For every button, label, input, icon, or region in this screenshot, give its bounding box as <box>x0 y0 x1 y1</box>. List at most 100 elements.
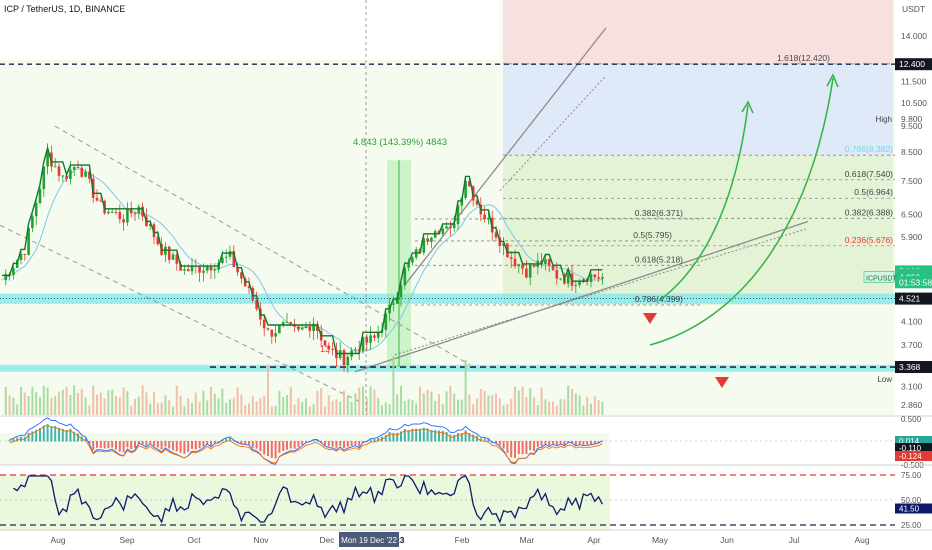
volume-bar <box>236 387 239 415</box>
crosshair-label-bg <box>339 532 399 547</box>
price-label: 3.368 <box>899 362 921 372</box>
macd-hist-bar <box>225 438 228 442</box>
volume-bar <box>578 395 581 415</box>
macd-hist-bar <box>137 441 140 444</box>
candle-body <box>88 171 91 179</box>
volume-bar <box>567 385 570 415</box>
volume-bar <box>339 401 342 415</box>
volume-bar <box>244 405 247 415</box>
macd-hist-bar <box>289 441 292 449</box>
volume-bar <box>99 392 102 415</box>
macd-hist-bar <box>99 441 102 448</box>
macd-hist-bar <box>597 441 600 444</box>
candle-body <box>95 197 99 201</box>
macd-hist-bar <box>73 431 76 442</box>
macd-hist-bar <box>331 441 334 447</box>
macd-hist-bar <box>506 441 509 454</box>
volume-bar <box>286 394 288 415</box>
volume-bar <box>574 393 577 415</box>
volume-bar <box>559 399 562 415</box>
macd-label: 0.014 <box>899 437 920 446</box>
candle-body <box>19 253 23 261</box>
macd-hist-bar <box>191 441 193 449</box>
volume-bar <box>529 387 532 415</box>
macd-hist-bar <box>487 439 490 442</box>
macd-hist-bar <box>232 440 235 442</box>
volume-bar <box>54 396 57 415</box>
fib-label: 0.382(6.388) <box>845 207 893 217</box>
time-tick: Feb <box>455 535 470 545</box>
macd-hist-bar <box>198 441 201 449</box>
macd-hist-bar <box>61 428 64 442</box>
volume-bar <box>308 406 311 415</box>
candle-body <box>84 171 87 177</box>
candle-body <box>228 251 232 257</box>
volume-bar <box>111 389 114 415</box>
macd-hist-bar <box>111 441 114 448</box>
wedge-upper <box>404 27 607 286</box>
candle-body <box>148 224 152 226</box>
candle-body <box>593 274 597 278</box>
volume-bar <box>270 406 273 415</box>
candle-body <box>281 322 285 325</box>
volume-bar <box>460 399 463 415</box>
macd-hist-bar <box>210 441 212 446</box>
axis-unit: USDT <box>902 4 925 14</box>
volume-bar <box>240 394 243 415</box>
volume-bar <box>403 400 406 415</box>
candle-body <box>422 238 426 253</box>
candle-body <box>430 237 433 242</box>
candle-body <box>316 323 319 331</box>
candle-body <box>513 258 517 267</box>
candle-body <box>445 226 448 229</box>
macd-hist-bar <box>58 427 60 442</box>
volume-bar <box>411 399 414 415</box>
crosshair-label: Mon 19 Dec '22 <box>341 536 397 545</box>
volume-bar <box>438 394 440 415</box>
macd-hist-bar <box>335 441 338 448</box>
price-tick: 4.100 <box>901 316 923 326</box>
volume-bar <box>12 397 15 415</box>
time-tick: May <box>652 535 669 545</box>
macd-hist-bar <box>384 435 387 442</box>
macd-hist-bar <box>578 441 581 445</box>
macd-hist-bar <box>267 441 269 456</box>
volume-bar <box>301 402 304 415</box>
volume-bar <box>278 390 281 415</box>
macd-hist-bar <box>164 441 167 447</box>
volume-bar <box>107 390 110 415</box>
macd-hist-bar <box>552 441 554 444</box>
volume-bar <box>134 398 136 415</box>
macd-hist-bar <box>115 441 117 450</box>
volume-bar <box>232 397 235 415</box>
macd-hist-bar <box>194 441 197 450</box>
price-label-bg <box>895 58 932 71</box>
volume-bar <box>198 401 201 415</box>
fib-label: 0.5(6.964) <box>854 187 893 197</box>
volume-bar <box>27 396 30 415</box>
macd-hist-bar <box>419 428 421 442</box>
volume-bar <box>544 399 547 415</box>
macd-hist-bar <box>498 441 501 446</box>
macd-hist-bar <box>248 441 250 445</box>
support-band-lower <box>0 364 895 372</box>
candle-body <box>544 259 547 264</box>
volume-bar <box>510 398 513 415</box>
volume-bar <box>217 398 220 415</box>
volume-bar <box>514 386 516 415</box>
macd-hist-bar <box>122 441 125 453</box>
price-tick: 10.500 <box>901 98 927 108</box>
volume-bar <box>289 387 292 415</box>
macd-hist-bar <box>118 441 121 452</box>
candle-body <box>270 329 274 337</box>
macd-hist-bar <box>12 438 15 442</box>
volume-bar <box>590 403 592 415</box>
volume-bar <box>320 388 323 415</box>
macd-label: -0.110 <box>899 444 922 453</box>
volume-bar <box>453 393 456 415</box>
candle-body <box>209 266 213 271</box>
volume-bar <box>464 359 467 415</box>
volume-bar <box>392 356 395 415</box>
volume-bar <box>156 403 159 415</box>
